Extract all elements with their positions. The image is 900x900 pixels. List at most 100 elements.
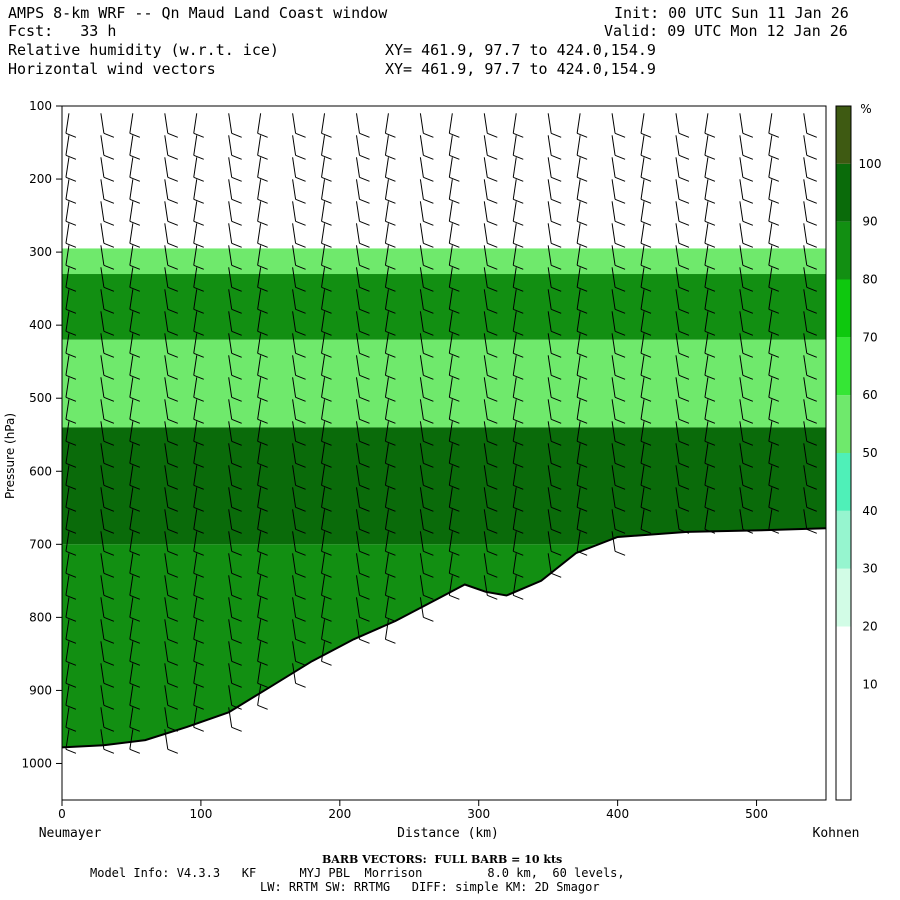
wind-barb (423, 242, 434, 248)
wind-barb (512, 311, 517, 332)
wind-barb (100, 157, 105, 178)
wind-barb (385, 440, 396, 446)
wind-barb (129, 707, 134, 728)
wind-barb (742, 374, 754, 380)
wind-barb (704, 484, 716, 490)
wind-barb (65, 553, 70, 574)
wind-barb (167, 616, 178, 622)
wind-barb (419, 157, 424, 178)
wind-barb (231, 220, 242, 226)
wind-barb (164, 135, 169, 156)
wind-barb (768, 377, 773, 398)
wind-barb (611, 311, 616, 332)
wind-barb (129, 682, 141, 688)
wind-barb (355, 421, 360, 442)
wind-barb (483, 355, 488, 376)
wind-barb (487, 418, 498, 424)
wind-barb (806, 462, 817, 468)
wind-barb (576, 135, 581, 156)
wind-barb (228, 597, 233, 618)
wind-barb (321, 245, 326, 266)
wind-barb (512, 355, 517, 376)
wind-barb (678, 418, 690, 424)
wind-barb (513, 418, 524, 424)
wind-barb (129, 113, 134, 134)
wind-barb (65, 748, 77, 754)
wind-barb (678, 286, 690, 292)
wind-barb (576, 223, 581, 244)
wind-barb (257, 462, 268, 468)
wind-barb (675, 377, 680, 398)
wind-barb (257, 594, 268, 600)
barb-note: BARB VECTORS: FULL BARB = 10 kts (322, 853, 563, 866)
wind-barb (614, 550, 626, 556)
wind-barb (129, 396, 141, 402)
wind-barb (675, 289, 680, 310)
wind-barb (803, 201, 808, 222)
wind-barb (384, 465, 389, 486)
wind-barb (611, 157, 616, 178)
wind-barb (803, 333, 808, 354)
wind-barb (257, 264, 268, 270)
wind-barb (806, 374, 817, 380)
wind-barb (576, 355, 581, 376)
wind-barb (257, 575, 262, 596)
wind-barb (193, 245, 198, 266)
wind-barb (193, 440, 204, 446)
wind-barb (768, 132, 780, 138)
wind-barb (742, 198, 754, 204)
wind-barb (129, 242, 141, 248)
wind-barb (512, 509, 517, 530)
wind-barb (487, 330, 498, 336)
wind-barb (65, 179, 70, 200)
model-info: Model Info: V4.3.3 KF MYJ PBL Morrison 8… (90, 866, 625, 880)
wind-barb (448, 333, 453, 354)
wind-barb (513, 154, 524, 160)
wind-barb (231, 440, 242, 446)
wind-barb (65, 374, 77, 380)
wind-barb (512, 201, 517, 222)
wind-barb (550, 176, 562, 182)
wind-barb (228, 531, 233, 552)
wind-barb (295, 154, 306, 160)
wind-barb (355, 531, 360, 552)
wind-barb (739, 421, 744, 442)
wind-barb (576, 179, 581, 200)
wind-barb (704, 506, 716, 512)
wind-barb (321, 242, 332, 248)
wind-barb (321, 528, 332, 534)
wind-barb (295, 528, 306, 534)
wind-barb (513, 176, 524, 182)
wind-barb (576, 484, 588, 490)
wind-barb (640, 179, 645, 200)
wind-barb (355, 245, 360, 266)
wind-barb (103, 374, 115, 380)
forecast-hour: Fcst: 33 h (8, 22, 117, 40)
wind-barb (193, 179, 198, 200)
wind-barb (321, 440, 332, 446)
wind-barb (129, 443, 134, 464)
wind-barb (167, 374, 178, 380)
wind-barb (129, 132, 141, 138)
wind-barb (193, 377, 198, 398)
colorbar-label: 100 (859, 157, 882, 171)
wind-barb (164, 443, 169, 464)
wind-barb (576, 333, 581, 354)
wind-barb (704, 308, 716, 314)
wind-barb (742, 286, 754, 292)
wind-barb (228, 245, 233, 266)
wind-barb (385, 506, 396, 512)
wind-barb (768, 308, 780, 314)
wind-barb (385, 462, 396, 468)
wind-barb (384, 443, 389, 464)
wind-barb (228, 509, 233, 530)
wind-barb (449, 396, 460, 402)
wind-barb (359, 242, 370, 248)
wind-barb (295, 638, 306, 644)
wind-barb (449, 572, 460, 578)
wind-barb (640, 355, 645, 376)
wind-barb (512, 399, 517, 420)
wind-barb (449, 506, 460, 512)
wind-barb (321, 509, 326, 530)
